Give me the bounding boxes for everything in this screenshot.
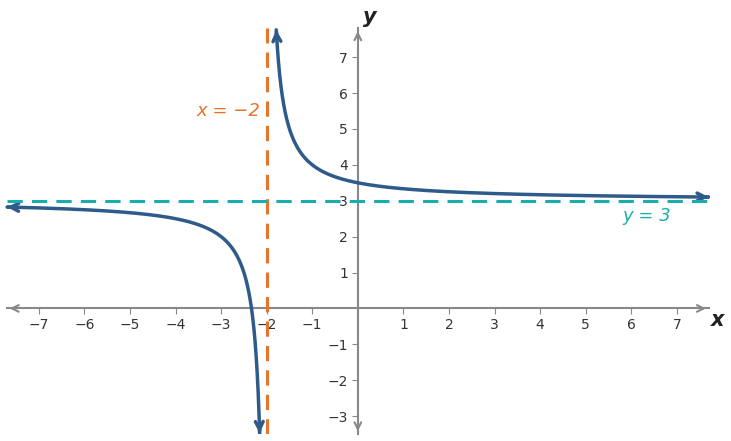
Text: y = 3: y = 3 bbox=[622, 207, 671, 225]
Text: x = −2: x = −2 bbox=[196, 102, 260, 120]
Text: y: y bbox=[363, 7, 377, 26]
Text: x: x bbox=[711, 310, 724, 330]
